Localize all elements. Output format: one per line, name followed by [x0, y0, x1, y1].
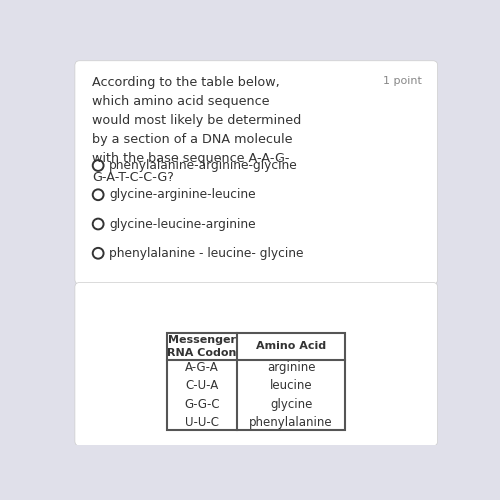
- Text: Amino Acid: Amino Acid: [256, 342, 326, 351]
- Bar: [167, 332, 346, 430]
- Text: Messenger
RNA Codon: Messenger RNA Codon: [168, 335, 236, 357]
- Text: A-G-A
C-U-A
G-G-C
U-U-C: A-G-A C-U-A G-G-C U-U-C: [184, 360, 220, 429]
- Text: arginine
leucine
glycine
phenylalanine: arginine leucine glycine phenylalanine: [250, 360, 333, 429]
- Text: glycine-leucine-arginine: glycine-leucine-arginine: [109, 218, 256, 230]
- Text: phenylalanine - leucine- glycine: phenylalanine - leucine- glycine: [109, 247, 304, 260]
- Text: phenylalanine-arginine-glycine: phenylalanine-arginine-glycine: [109, 159, 298, 172]
- Text: According to the table below,
which amino acid sequence
would most likely be det: According to the table below, which amin…: [92, 76, 301, 184]
- Text: glycine-arginine-leucine: glycine-arginine-leucine: [109, 188, 256, 201]
- FancyBboxPatch shape: [75, 61, 438, 284]
- FancyBboxPatch shape: [75, 282, 438, 446]
- Text: 1 point: 1 point: [383, 76, 422, 86]
